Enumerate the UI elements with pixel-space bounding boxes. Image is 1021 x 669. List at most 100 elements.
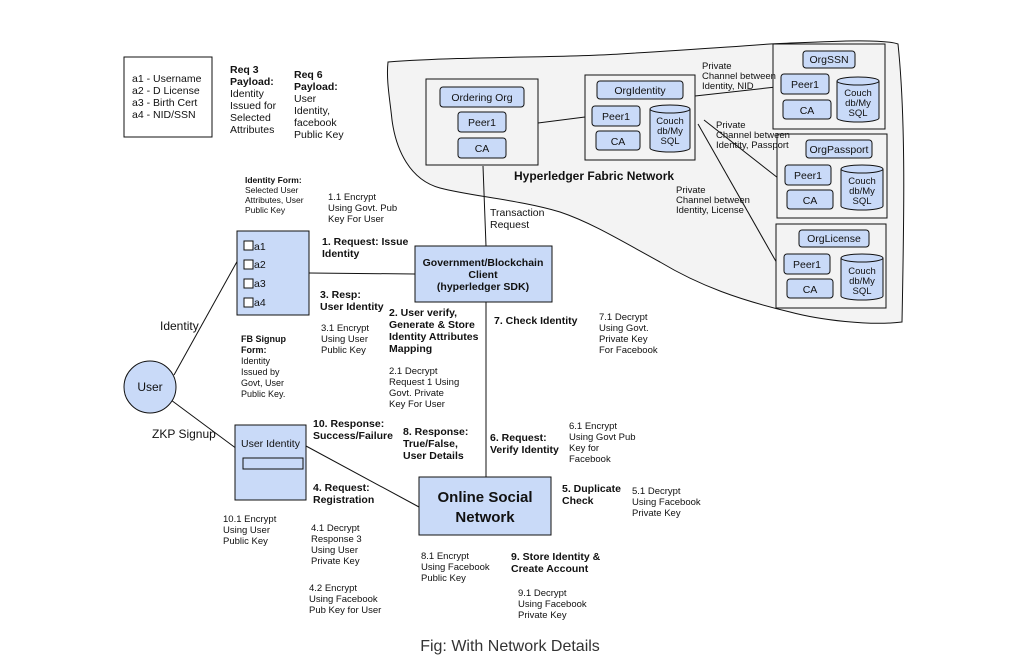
svg-text:Using Govt. Pub: Using Govt. Pub	[328, 203, 397, 214]
svg-text:1.1 Encrypt: 1.1 Encrypt	[328, 192, 376, 203]
svg-text:Identity: Identity	[230, 88, 265, 100]
org-license[interactable]: OrgLicense Peer1 CA Couch db/My SQL	[775, 223, 887, 309]
org-ssn[interactable]: OrgSSN Peer1 CA Couch db/My SQL	[772, 43, 886, 130]
ordering-org[interactable]: Ordering Org Peer1 CA	[425, 78, 539, 166]
svg-text:Payload:: Payload:	[230, 76, 274, 88]
svg-text:Identity, License: Identity, License	[676, 205, 744, 216]
svg-text:Using User: Using User	[223, 525, 270, 536]
legend-item: a1 - Username	[132, 73, 202, 85]
step-6-1: 6.1 Encrypt Using Govt Pub Key for Faceb…	[569, 421, 636, 465]
svg-text:Create Account: Create Account	[511, 563, 589, 575]
svg-text:Success/Failure: Success/Failure	[313, 430, 393, 442]
svg-text:8. Response:: 8. Response:	[403, 426, 468, 438]
svg-text:Network: Network	[455, 509, 515, 526]
svg-text:Public Key: Public Key	[294, 129, 344, 141]
svg-text:1. Request: Issue: 1. Request: Issue	[322, 236, 409, 248]
step-3-1: 3.1 Encrypt Using User Public Key	[321, 323, 369, 356]
org-passport[interactable]: OrgPassport Peer1 CA Couch db/My SQL	[776, 133, 888, 219]
svg-text:Attributes: Attributes	[230, 124, 274, 136]
step-2: 2. User verify, Generate & Store Identit…	[389, 307, 479, 355]
svg-text:Using Facebook: Using Facebook	[421, 562, 490, 573]
svg-text:Registration: Registration	[313, 494, 374, 506]
checkbox-a1[interactable]	[243, 240, 254, 251]
svg-text:2. User verify,: 2. User verify,	[389, 307, 457, 319]
svg-text:Using User: Using User	[321, 334, 368, 345]
checkbox-a2[interactable]	[243, 259, 254, 270]
svg-text:a3: a3	[254, 278, 266, 290]
svg-text:Attributes, User: Attributes, User	[245, 195, 304, 205]
svg-text:Issued by: Issued by	[241, 367, 280, 377]
svg-text:9. Store Identity &: 9. Store Identity &	[511, 551, 601, 563]
svg-text:Ordering Org: Ordering Org	[451, 92, 512, 104]
user-node[interactable]: User	[123, 360, 177, 414]
svg-text:CA: CA	[611, 136, 626, 148]
svg-text:User Identity: User Identity	[241, 438, 301, 450]
svg-text:Private: Private	[716, 120, 746, 131]
svg-text:Verify Identity: Verify Identity	[490, 444, 559, 456]
svg-text:Identity, Passport: Identity, Passport	[716, 140, 789, 151]
svg-text:Using Govt Pub: Using Govt Pub	[569, 432, 636, 443]
svg-text:Private Key: Private Key	[311, 556, 360, 567]
online-social-network-box[interactable]: Online Social Network	[418, 476, 552, 536]
svg-text:Using Facebook: Using Facebook	[632, 497, 701, 508]
svg-text:Couch: Couch	[848, 266, 875, 277]
svg-text:Peer1: Peer1	[793, 259, 821, 271]
user-identity-form[interactable]: User Identity	[234, 424, 307, 501]
figure-caption: Fig: With Network Details	[420, 638, 600, 655]
identity-form-caption: Identity Form: Selected User Attributes,…	[245, 175, 304, 215]
step-4-2: 4.2 Encrypt Using Facebook Pub Key for U…	[309, 583, 381, 616]
checkbox-a3[interactable]	[243, 278, 254, 289]
identity-input-field[interactable]	[242, 457, 304, 470]
svg-text:Payload:: Payload:	[294, 81, 338, 93]
svg-text:a4: a4	[254, 297, 266, 309]
svg-text:Couch: Couch	[656, 116, 683, 127]
step-8-1: 8.1 Encrypt Using Facebook Public Key	[421, 551, 490, 584]
step-9-1: 9.1 Decrypt Using Facebook Private Key	[518, 588, 587, 621]
svg-text:Response 3: Response 3	[311, 534, 362, 545]
step-7-1: 7.1 Decrypt Using Govt. Private Key For …	[599, 312, 658, 356]
svg-text:User Identity: User Identity	[320, 301, 384, 313]
fb-signup-form-caption: FB Signup Form: Identity Issued by Govt,…	[241, 334, 286, 399]
step-4-1: 4.1 Decrypt Response 3 Using User Privat…	[311, 523, 362, 567]
svg-text:Public Key: Public Key	[245, 205, 286, 215]
government-client-box[interactable]: Government/Blockchain Client (hyperledge…	[414, 245, 553, 303]
org-identity[interactable]: OrgIdentity Peer1 CA Couch db/My SQL	[584, 74, 696, 161]
database-icon	[840, 164, 884, 211]
checkbox-a4[interactable]	[243, 297, 254, 308]
database-icon	[840, 253, 884, 301]
svg-text:Form:: Form:	[241, 345, 267, 355]
svg-text:Identity, NID: Identity, NID	[702, 81, 754, 92]
svg-text:facebook: facebook	[294, 117, 337, 129]
svg-text:a1: a1	[254, 241, 266, 253]
svg-text:Req 3: Req 3	[230, 64, 259, 76]
svg-text:For Facebook: For Facebook	[599, 345, 658, 356]
svg-text:db/My: db/My	[657, 126, 683, 137]
svg-text:Key For User: Key For User	[389, 399, 445, 410]
svg-text:Govt. Private: Govt. Private	[389, 388, 444, 399]
svg-text:6.1 Encrypt: 6.1 Encrypt	[569, 421, 617, 432]
svg-text:Private Key: Private Key	[632, 508, 681, 519]
svg-text:Issued for: Issued for	[230, 100, 277, 112]
svg-text:Private Key: Private Key	[599, 334, 648, 345]
svg-text:Client: Client	[468, 269, 498, 281]
svg-text:Request 1 Using: Request 1 Using	[389, 377, 459, 388]
step-10: 10. Response: Success/Failure	[313, 418, 393, 442]
svg-text:10. Response:: 10. Response:	[313, 418, 384, 430]
svg-text:Public Key.: Public Key.	[241, 389, 285, 399]
channel-nid-label: Private Channel between Identity, NID	[702, 61, 776, 92]
legend-lines: a1 - Username a2 - D License a3 - Birth …	[132, 73, 202, 121]
step-9: 9. Store Identity & Create Account	[511, 551, 601, 575]
legend-item: a4 - NID/SSN	[132, 109, 196, 121]
identity-form[interactable]: a1 a2 a3 a4	[236, 230, 310, 316]
svg-text:OrgPassport: OrgPassport	[810, 144, 869, 156]
svg-text:Request: Request	[490, 219, 529, 231]
svg-text:Peer1: Peer1	[791, 79, 819, 91]
svg-text:4.2 Encrypt: 4.2 Encrypt	[309, 583, 357, 594]
svg-text:Req 6: Req 6	[294, 69, 323, 81]
svg-text:True/False,: True/False,	[403, 438, 458, 450]
database-icon	[836, 76, 880, 123]
svg-text:3. Resp:: 3. Resp:	[320, 289, 361, 301]
svg-text:Channel between: Channel between	[676, 195, 750, 206]
svg-text:Key For User: Key For User	[328, 214, 384, 225]
